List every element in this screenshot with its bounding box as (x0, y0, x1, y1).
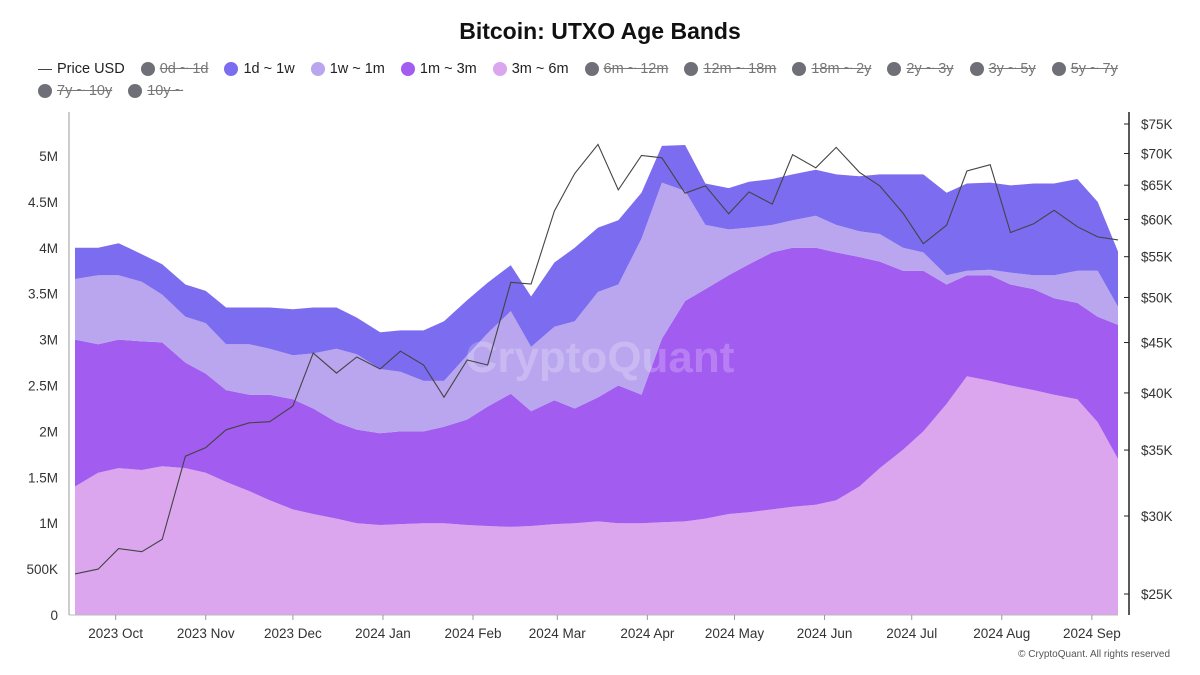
x-tick-label: 2024 Apr (620, 626, 675, 641)
legend-label: 10y ~ (147, 83, 184, 99)
legend-dot-marker (140, 62, 155, 76)
y-left-tick-label: 0 (50, 608, 58, 623)
copyright-text: © CryptoQuant. All rights reserved (1018, 649, 1170, 660)
legend-item-1m-3m[interactable]: 1m ~ 3m (400, 61, 477, 77)
price-usd-line (74, 143, 1119, 575)
y-left-tick-label: 2.5M (28, 379, 58, 394)
area-series-group (75, 145, 1118, 615)
legend-dot-marker (887, 62, 902, 76)
legend-item-1d-1w[interactable]: 1d ~ 1w (224, 61, 295, 77)
legend-dot-marker (584, 62, 599, 76)
legend-dot-marker (38, 84, 52, 98)
y-right-tick-label: $45K (1141, 336, 1173, 351)
legend-dot-marker (1051, 62, 1066, 76)
y-right-tick-label: $35K (1141, 443, 1173, 458)
area-series-1m-3m (75, 247, 1118, 527)
y-right-tick-label: $50K (1141, 290, 1173, 305)
legend-dot-marker (224, 62, 239, 76)
x-tick-label: 2024 Jul (886, 626, 937, 641)
x-tick-label: 2023 Nov (177, 626, 235, 641)
y-left-tick-label: 4.5M (28, 195, 58, 210)
legend-dot-marker (969, 62, 984, 76)
axes-group: 0 500K 1M 1.5M 2M 2.5M 3M 3.5M 4M 4.5M 5M $25K $30K $… (26, 112, 1173, 641)
legend-dot-marker (792, 62, 807, 76)
legend-dot-marker (492, 62, 507, 76)
y-right-tick-label: $55K (1141, 250, 1173, 265)
legend-label: Price USD (57, 61, 125, 77)
legend-label: 1w ~ 1m (329, 61, 385, 77)
legend-item-18m-2y[interactable]: 18m ~ 2y (792, 61, 871, 77)
x-tick-label: 2023 Oct (88, 626, 143, 641)
area-series-1w-1m (75, 182, 1118, 434)
legend-row: 7y ~ 10y 10y ~ (38, 80, 1178, 102)
y-left-tick-label: 1.5M (28, 470, 58, 485)
legend-row: Price USD 0d ~ 1d 1d ~ 1w 1w ~ 1m 1m ~ 3m 3m … (38, 58, 1178, 80)
x-tick-label: 2024 Aug (973, 626, 1030, 641)
legend-label: 3y ~ 5y (988, 61, 1036, 77)
legend-label: 1d ~ 1w (243, 61, 295, 77)
legend-label: 2y ~ 3y (906, 61, 954, 77)
legend-line-marker (38, 68, 52, 70)
y-left-tick-label: 3.5M (28, 287, 58, 302)
y-left-tick-label: 5M (39, 149, 58, 164)
legend-item-1w-1m[interactable]: 1w ~ 1m (310, 61, 385, 77)
y-right-tick-label: $60K (1141, 212, 1173, 227)
legend-item-3m-6m[interactable]: 3m ~ 6m (492, 61, 569, 77)
y-left-tick-label: 1M (39, 516, 58, 531)
legend-label: 7y ~ 10y (57, 83, 113, 99)
x-tick-label: 2024 Jan (355, 626, 411, 641)
legend-item-7y-10y[interactable]: 7y ~ 10y (38, 83, 112, 99)
legend-item-5y-7y[interactable]: 5y ~ 7y (1051, 61, 1118, 77)
legend-label: 5y ~ 7y (1070, 61, 1118, 77)
y-right-tick-label: $65K (1141, 178, 1173, 193)
chart-legend: Price USD 0d ~ 1d 1d ~ 1w 1w ~ 1m 1m ~ 3m 3m … (38, 58, 1178, 102)
legend-item-2y-3y[interactable]: 2y ~ 3y (887, 61, 954, 77)
chart-title: Bitcoin: UTXO Age Bands (459, 18, 741, 44)
x-tick-label: 2024 Sep (1063, 626, 1121, 641)
y-right-tick-label: $25K (1141, 587, 1173, 602)
legend-label: 1m ~ 3m (419, 61, 477, 77)
x-tick-label: 2024 Jun (797, 626, 853, 641)
legend-dot-marker (310, 62, 325, 76)
y-left-tick-label: 4M (39, 241, 58, 256)
legend-item-6m-12m[interactable]: 6m ~ 12m (584, 61, 669, 77)
legend-item-0d-1d[interactable]: 0d ~ 1d (140, 61, 209, 77)
legend-item-3y-5y[interactable]: 3y ~ 5y (969, 61, 1036, 77)
price-line-group (74, 143, 1119, 575)
legend-label: 6m ~ 12m (603, 61, 669, 77)
legend-label: 18m ~ 2y (811, 61, 872, 77)
legend-label: 3m ~ 6m (511, 61, 569, 77)
area-series-3m-6m (75, 376, 1118, 615)
y-right-tick-label: $75K (1141, 117, 1173, 132)
legend-item-price-usd[interactable]: Price USD (38, 61, 125, 77)
x-tick-label: 2024 Mar (529, 626, 587, 641)
y-right-tick-label: $40K (1141, 386, 1173, 401)
legend-dot-marker (400, 62, 415, 76)
x-tick-label: 2023 Dec (264, 626, 322, 641)
watermark-logo: CryptoQuant (466, 333, 735, 382)
legend-item-12m-18m[interactable]: 12m ~ 18m (684, 61, 776, 77)
y-left-tick-label: 2M (39, 424, 58, 439)
x-tick-label: 2024 Feb (445, 626, 502, 641)
x-tick-label: 2024 May (705, 626, 765, 641)
y-right-tick-label: $30K (1141, 509, 1173, 524)
area-series-1d-1w (75, 145, 1118, 381)
legend-dot-marker (128, 84, 143, 98)
legend-label: 0d ~ 1d (159, 61, 209, 77)
legend-dot-marker (684, 62, 699, 76)
y-right-tick-label: $70K (1141, 147, 1173, 162)
legend-item-10y[interactable]: 10y ~ (128, 83, 183, 99)
y-left-tick-label: 3M (39, 333, 58, 348)
legend-label: 12m ~ 18m (703, 61, 777, 77)
y-left-tick-label: 500K (26, 562, 58, 577)
